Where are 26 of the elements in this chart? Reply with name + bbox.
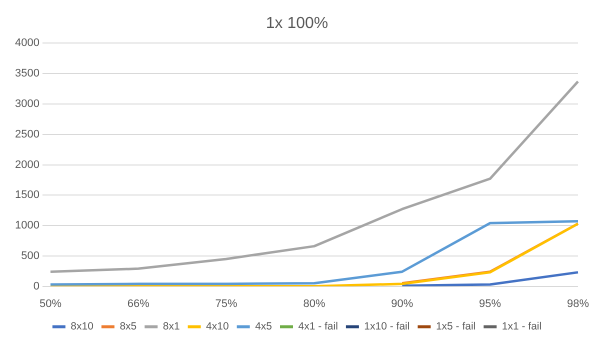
y-tick-label: 3500 [14, 68, 40, 80]
x-tick-label: 90% [391, 298, 414, 310]
y-tick-label: 0 [33, 280, 40, 292]
x-tick-label: 75% [215, 298, 238, 310]
legend-label: 8x10 [70, 320, 94, 333]
x-tick-label: 66% [127, 298, 150, 310]
x-tick-label: 80% [303, 298, 326, 310]
y-tick-label: 2000 [14, 158, 40, 171]
y-tick-label: 1500 [14, 189, 40, 202]
y-tick-label: 4000 [14, 37, 40, 50]
x-tick-label: 95% [479, 298, 502, 310]
legend-label: 8x5 [120, 320, 137, 333]
chart-title: 1x 100% [266, 15, 328, 32]
legend-label: 1x1 - fail [502, 320, 542, 333]
x-tick-label: 50% [39, 298, 62, 310]
legend-label: 1x10 - fail [364, 320, 410, 333]
legend-label: 4x10 [206, 320, 229, 333]
y-tick-label: 1000 [14, 220, 40, 232]
legend-label: 8x1 [162, 320, 180, 333]
y-tick-label: 500 [21, 250, 40, 262]
legend-label: 1x5 - fail [436, 320, 476, 333]
legend-label: 4x1 - fail [298, 320, 338, 333]
y-tick-label: 3000 [14, 98, 40, 110]
y-tick-label: 2500 [14, 128, 40, 140]
x-tick-label: 98% [566, 298, 590, 310]
legend-label: 4x5 [255, 320, 272, 333]
